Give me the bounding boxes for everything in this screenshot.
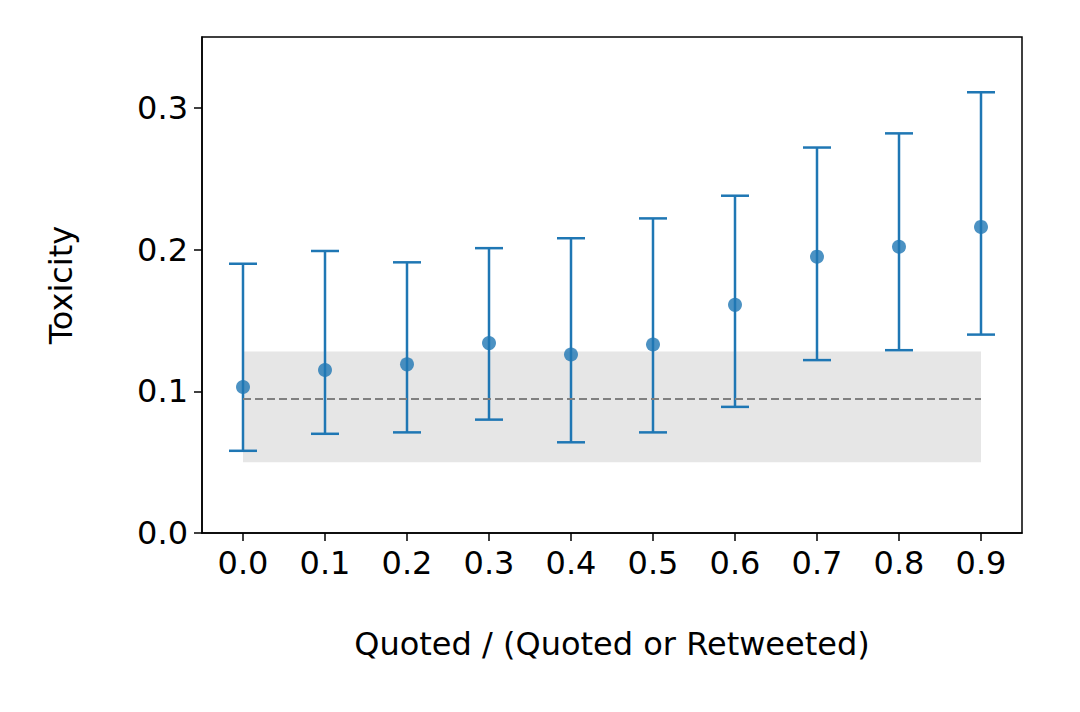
svg-text:Quoted / (Quoted or Retweeted): Quoted / (Quoted or Retweeted) [354, 625, 869, 663]
svg-text:0.5: 0.5 [628, 544, 679, 582]
svg-text:0.0: 0.0 [218, 544, 269, 582]
svg-text:0.2: 0.2 [137, 231, 188, 269]
svg-text:0.1: 0.1 [300, 544, 351, 582]
svg-text:0.0: 0.0 [137, 514, 188, 552]
svg-text:0.6: 0.6 [710, 544, 761, 582]
svg-text:0.8: 0.8 [874, 544, 925, 582]
svg-text:0.3: 0.3 [137, 89, 188, 127]
svg-text:0.3: 0.3 [464, 544, 515, 582]
svg-text:0.4: 0.4 [546, 544, 597, 582]
svg-text:0.2: 0.2 [382, 544, 433, 582]
svg-text:0.7: 0.7 [792, 544, 843, 582]
svg-text:0.1: 0.1 [137, 372, 188, 410]
svg-text:Toxicity: Toxicity [42, 226, 80, 346]
svg-text:0.9: 0.9 [956, 544, 1007, 582]
